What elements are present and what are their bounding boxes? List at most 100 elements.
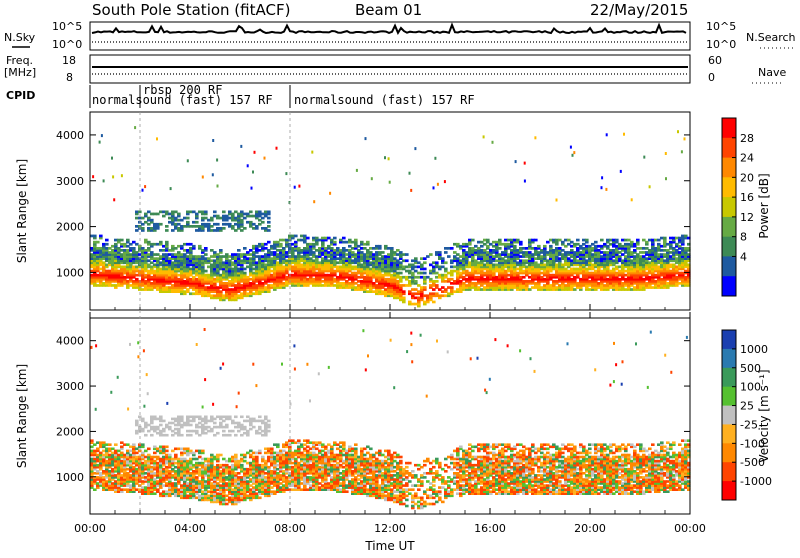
heatmap-cell — [306, 237, 310, 240]
heatmap-cell — [384, 156, 386, 159]
heatmap-cell — [684, 137, 686, 140]
heatmap-cell — [435, 284, 439, 287]
nave-label: Nave — [758, 66, 786, 79]
heatmap-cell — [513, 245, 517, 248]
heatmap-cell — [665, 177, 667, 180]
heatmap-cell — [576, 239, 580, 242]
heatmap-cell — [402, 297, 406, 300]
power-cbar-label: Power [dB] — [757, 173, 771, 238]
ytick-label: 2000 — [56, 221, 84, 234]
heatmap-cell — [631, 198, 633, 201]
heatmap-cell — [170, 187, 172, 190]
heatmap-cell — [96, 241, 100, 244]
heatmap-cell — [572, 154, 574, 157]
heatmap-cell — [114, 443, 118, 446]
heatmap-cell — [111, 157, 113, 160]
heatmap-cell — [366, 241, 370, 244]
nsky-label: N.Sky — [4, 31, 36, 44]
heatmap-cell — [429, 253, 433, 256]
heatmap-cell — [524, 162, 526, 165]
heatmap-cell — [202, 176, 204, 179]
heatmap-cell — [141, 227, 145, 230]
nsky-trace — [92, 25, 686, 33]
freq-unit: [MHz] — [4, 66, 36, 79]
heatmap-cell — [204, 270, 208, 273]
heatmap-cell — [168, 454, 172, 457]
heatmap-cell — [585, 239, 589, 242]
heatmap-cell — [99, 235, 103, 238]
heatmap-cell — [414, 280, 418, 283]
heatmap-cell — [93, 235, 97, 238]
heatmap-cell — [537, 245, 541, 248]
heatmap-cell — [264, 157, 266, 160]
heatmap-cell — [126, 239, 130, 242]
heatmap-cell — [187, 159, 189, 162]
colorbar-swatch — [722, 138, 736, 158]
colorbar-swatch — [722, 177, 736, 197]
colorbar-tick: 16 — [740, 191, 754, 204]
heatmap-cell — [381, 251, 385, 254]
heatmap-cell — [605, 188, 607, 191]
heatmap-cell — [450, 247, 454, 250]
heatmap-cell — [414, 147, 416, 150]
heatmap-cell — [294, 186, 296, 189]
heatmap-cell — [174, 454, 178, 457]
heatmap-cell — [311, 151, 313, 154]
heatmap-cell — [240, 145, 242, 148]
heatmap-cell — [267, 211, 271, 214]
heatmap-cell — [405, 259, 409, 262]
heatmap-cell — [267, 225, 271, 228]
heatmap-cell — [444, 268, 448, 271]
heatmap-cell — [217, 185, 219, 188]
heatmap-cell — [144, 185, 146, 188]
heatmap-cell — [432, 301, 436, 304]
colorbar-tick: 4 — [740, 250, 747, 263]
heatmap-cell — [423, 261, 427, 264]
cpid-mode-4: normalsound (fast) 157 RF — [294, 93, 475, 107]
heatmap-cell — [471, 239, 475, 242]
heatmap-cell — [409, 172, 411, 175]
heatmap-cell — [378, 245, 382, 248]
cpid-mode-2: rbsp 200 RF — [143, 83, 222, 97]
heatmap-cell — [601, 186, 603, 189]
heatmap-cell — [108, 443, 112, 446]
heatmap-cell — [329, 192, 331, 195]
colorbar-swatch — [722, 237, 736, 257]
heatmap-cell — [267, 221, 271, 224]
heatmap-cell — [159, 241, 163, 244]
heatmap-cell — [186, 221, 190, 224]
heatmap-cell — [556, 199, 558, 202]
heatmap-cell — [681, 150, 683, 153]
heatmap-cell — [388, 157, 390, 160]
heatmap-cell — [121, 174, 123, 177]
heatmap-cell — [441, 257, 445, 260]
heatmap-cell — [219, 249, 223, 252]
heatmap-cell — [438, 251, 442, 254]
heatmap-cell — [434, 157, 436, 160]
heatmap-cell — [437, 183, 439, 186]
colorbar-swatch — [722, 158, 736, 178]
heatmap-cell — [549, 245, 553, 248]
heatmap-cell — [423, 268, 427, 271]
heatmap-cell — [492, 141, 494, 144]
nave-tick-bottom: 0 — [708, 71, 715, 84]
heatmap-cell — [447, 255, 451, 258]
heatmap-cell — [243, 247, 247, 250]
sky-tick-top-right: 10^5 — [706, 20, 736, 33]
heatmap-cell — [204, 253, 208, 256]
heatmap-cell — [313, 200, 315, 203]
sky-tick-top-left: 10^5 — [52, 20, 82, 33]
heatmap-cell — [156, 137, 158, 140]
heatmap-cell — [101, 134, 103, 137]
heatmap-cell — [105, 243, 109, 246]
heatmap-cell — [212, 139, 214, 142]
heatmap-cell — [570, 146, 572, 149]
cpid-label: CPID — [6, 89, 35, 102]
heatmap-cell — [247, 164, 249, 167]
beam-title: Beam 01 — [355, 1, 422, 19]
heatmap-cell — [543, 245, 547, 248]
heatmap-cell — [92, 175, 94, 178]
heatmap-cell — [201, 450, 205, 453]
colorbar-tick: 8 — [740, 231, 747, 244]
heatmap-cell — [444, 180, 446, 183]
